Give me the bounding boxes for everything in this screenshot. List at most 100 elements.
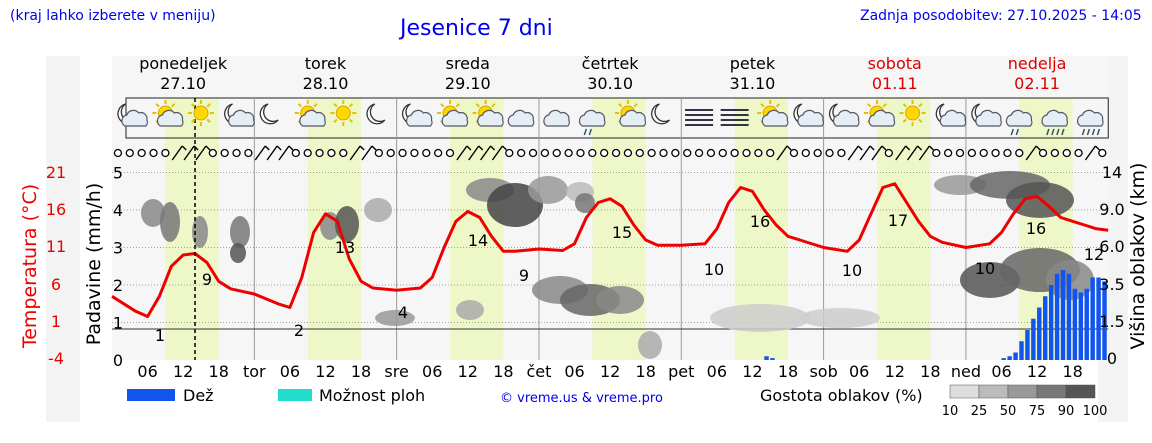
- wind-calm-icon: [943, 148, 953, 158]
- wind-calm-icon: [244, 148, 253, 158]
- day-date: 28.10: [303, 74, 349, 93]
- wind-calm-icon: [706, 148, 716, 158]
- wind-barb-icon: [171, 145, 183, 161]
- wind-barb-icon: [501, 145, 507, 151]
- wind-barb-icon: [1084, 145, 1097, 161]
- wind-calm-icon: [291, 148, 300, 158]
- sun-cloud-icon: [614, 100, 647, 127]
- wind-calm-icon: [327, 148, 336, 158]
- cloud-density-blob: [575, 193, 595, 213]
- fog-icon: [685, 109, 714, 126]
- day-name: nedelja: [1008, 54, 1067, 73]
- cloud-density-swatch: [949, 384, 980, 399]
- cloud-height-tick-label: 1.5: [1099, 312, 1124, 331]
- moon-cloud-icon: [935, 103, 967, 127]
- day-short-label: ned: [951, 362, 981, 381]
- moon-cloud-icon: [793, 103, 824, 127]
- day-name: petek: [730, 54, 776, 73]
- moon-cloud-icon: [401, 103, 433, 127]
- day-date: 27.10: [160, 74, 206, 93]
- cloud-density-blob: [192, 216, 208, 248]
- precipitation-bar: [1031, 318, 1036, 360]
- hour-tick-label: 06: [564, 362, 584, 381]
- precip-tick-label: 4: [113, 201, 123, 220]
- precipitation-bar: [1066, 273, 1072, 360]
- wind-calm-icon: [303, 148, 312, 158]
- wind-calm-icon: [552, 148, 561, 158]
- precip-tick-label: 1: [113, 314, 123, 333]
- sun-cloud-icon: [757, 100, 789, 127]
- wind-calm-icon: [991, 148, 1000, 158]
- sun-cloud-icon: [472, 100, 504, 127]
- temperature-extreme-label: 16: [1026, 219, 1046, 238]
- wind-barb-icon: [918, 145, 930, 161]
- wind-barb-icon: [371, 145, 377, 151]
- temperature-extreme-label: 10: [975, 259, 995, 278]
- day-date: 31.10: [730, 74, 776, 93]
- daylight-band: [450, 98, 504, 360]
- wind-symbols: [113, 145, 1107, 161]
- wind-barb-icon: [491, 145, 504, 161]
- temperature-tick-label: 6: [51, 275, 61, 294]
- precipitation-bar: [770, 358, 775, 360]
- wind-calm-icon: [445, 148, 455, 158]
- hour-tick-label: 12: [885, 362, 905, 381]
- cloud-density-blob: [638, 331, 662, 359]
- precipitation-bar: [1025, 330, 1030, 360]
- precipitation-bar: [1096, 277, 1101, 360]
- precipitation-bar: [1043, 296, 1048, 360]
- wind-calm-icon: [576, 148, 585, 158]
- day-short-label: čet: [526, 362, 551, 381]
- moon-cloud-icon: [828, 103, 860, 127]
- wind-calm-icon: [683, 148, 692, 158]
- precipitation-bar: [764, 356, 769, 360]
- cloud-density-blob: [456, 300, 484, 320]
- wind-calm-icon: [528, 148, 538, 158]
- wind-barb-icon: [349, 145, 361, 161]
- wind-barb-icon: [786, 145, 792, 151]
- sun-cloud-icon: [437, 100, 469, 127]
- day-date: 29.10: [445, 74, 491, 93]
- sun-cloud-icon: [294, 100, 326, 127]
- wind-calm-icon: [161, 148, 170, 158]
- wind-calm-icon: [979, 148, 988, 158]
- wind-barb-icon: [456, 145, 468, 161]
- precip-tick-label: 5: [113, 164, 123, 183]
- hour-tick-label: 18: [920, 362, 940, 381]
- temperature-tick-label: 21: [46, 163, 66, 182]
- hour-axis: 06 12 18 06 12 18 tor 06 12 18 sre 06 12 18 čet 06 12 18 p…: [137, 362, 1082, 381]
- temperature-line: [111, 182, 1109, 318]
- wind-calm-icon: [588, 148, 597, 158]
- cloud-icon: [543, 109, 570, 127]
- day-name: sreda: [446, 54, 490, 73]
- wind-calm-icon: [837, 148, 846, 158]
- sun-icon: [899, 100, 926, 126]
- wind-calm-icon: [694, 148, 704, 158]
- wind-barb-icon: [478, 145, 484, 151]
- wind-calm-icon: [339, 148, 348, 158]
- temperature-tick-label: 16: [46, 200, 66, 219]
- day-date: 01.11: [872, 74, 918, 93]
- hour-tick-label: 12: [315, 362, 335, 381]
- region-menu-note[interactable]: (kraj lahko izberete v meniju): [10, 8, 216, 24]
- hour-tick-label: 12: [458, 362, 478, 381]
- cloud-density-blob: [375, 310, 415, 326]
- precip-tick-label: 3: [113, 239, 123, 258]
- fog-icon: [720, 109, 749, 126]
- day-short-label: tor: [243, 362, 266, 381]
- moon-cloud-icon: [117, 103, 148, 127]
- copyright-link[interactable]: © vreme.us & vreme.pro: [500, 391, 663, 406]
- weather-icons: [117, 100, 1104, 136]
- cloud-density-blob: [364, 198, 392, 222]
- hour-tick-label: 06: [422, 362, 442, 381]
- hour-tick-label: 18: [778, 362, 798, 381]
- cloud-density-swatch: [1007, 384, 1038, 399]
- wind-calm-icon: [718, 148, 727, 158]
- wind-calm-icon: [208, 148, 217, 158]
- wind-calm-icon: [125, 148, 134, 158]
- sun-cloud-icon: [863, 100, 896, 127]
- wind-calm-icon: [517, 148, 526, 158]
- day-short-label: sob: [809, 362, 837, 381]
